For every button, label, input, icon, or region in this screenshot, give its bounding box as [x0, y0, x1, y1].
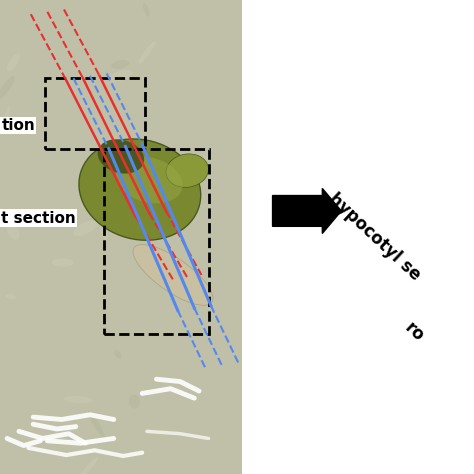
Ellipse shape [109, 70, 133, 82]
Ellipse shape [6, 220, 19, 240]
Ellipse shape [197, 156, 210, 167]
Ellipse shape [143, 3, 150, 17]
Ellipse shape [5, 294, 16, 299]
Ellipse shape [97, 211, 108, 240]
Bar [104, 149, 209, 334]
Ellipse shape [201, 160, 210, 182]
Ellipse shape [166, 154, 209, 187]
Text: tion: tion [1, 118, 35, 133]
Ellipse shape [73, 220, 98, 236]
Ellipse shape [79, 139, 201, 240]
Text: hypocotyl se: hypocotyl se [325, 190, 424, 284]
Text: ro: ro [401, 319, 427, 345]
FancyArrow shape [273, 188, 341, 233]
Ellipse shape [133, 245, 213, 305]
Ellipse shape [128, 395, 140, 409]
Bar [45, 78, 145, 149]
Ellipse shape [64, 396, 92, 403]
Ellipse shape [0, 76, 15, 100]
Ellipse shape [98, 139, 144, 173]
Bar [242, 0, 474, 474]
Ellipse shape [7, 53, 20, 71]
Ellipse shape [52, 258, 73, 267]
Bar [0, 0, 242, 474]
Ellipse shape [1, 106, 10, 133]
Ellipse shape [116, 157, 182, 203]
Ellipse shape [138, 41, 155, 64]
Ellipse shape [88, 410, 105, 438]
Ellipse shape [79, 456, 99, 474]
Ellipse shape [139, 160, 146, 185]
Text: t section: t section [1, 210, 76, 226]
Ellipse shape [114, 350, 121, 358]
Ellipse shape [111, 60, 129, 69]
